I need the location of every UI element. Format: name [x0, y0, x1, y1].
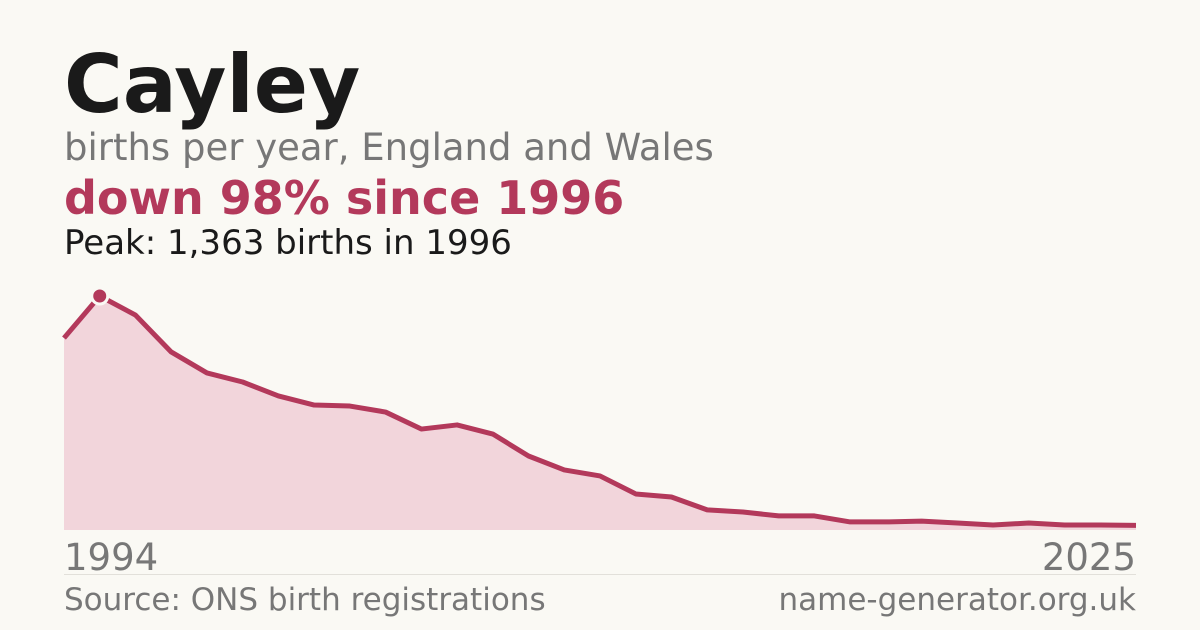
x-tick-label: 2025	[1042, 536, 1136, 579]
annotation: Peak: 1,363 births in 1996	[64, 223, 512, 263]
headline: down 98% since 1996	[64, 171, 624, 225]
chart-title: Cayley	[64, 38, 360, 131]
area	[64, 296, 1136, 530]
subtitle: births per year, England and Wales	[64, 126, 714, 169]
site: name-generator.org.uk	[779, 582, 1137, 618]
line	[62, 293, 1137, 528]
source: Source: ONS birth registrations	[64, 582, 546, 618]
x-tick-label: 1994	[64, 536, 158, 579]
peak-marker	[90, 286, 110, 306]
